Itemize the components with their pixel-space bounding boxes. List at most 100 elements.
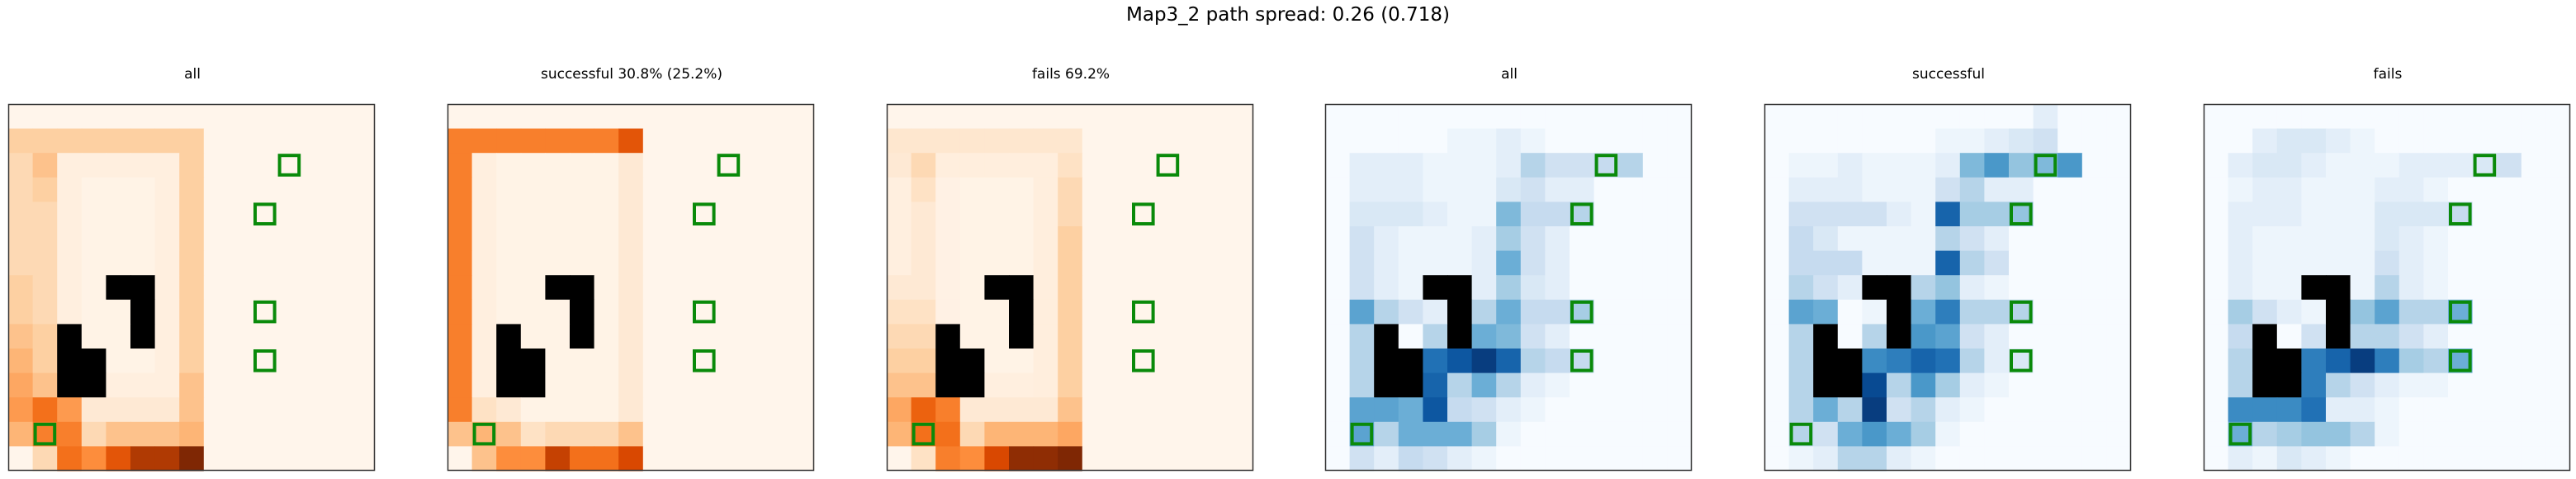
heatmap-cell (57, 128, 83, 154)
heatmap-cell (1496, 299, 1522, 325)
heatmap-cell (1862, 372, 1887, 398)
heatmap-cell (2350, 446, 2375, 472)
heatmap-cell (2350, 128, 2375, 154)
heatmap-cell (618, 446, 644, 472)
heatmap-cell (2326, 226, 2351, 252)
heatmap-cell (2081, 104, 2107, 130)
heatmap-cell (2448, 421, 2474, 447)
heatmap-cell (1618, 226, 1644, 252)
obstacle-cell (130, 275, 156, 301)
heatmap-cell (228, 372, 253, 398)
heatmap-cell (1959, 372, 1985, 398)
heatmap-cell (1204, 275, 1229, 301)
heatmap-cell (1837, 177, 1863, 202)
heatmap-cell (57, 397, 83, 423)
heatmap-cell (1349, 202, 1375, 227)
heatmap-cell (106, 128, 131, 154)
heatmap-cell (2326, 202, 2351, 227)
heatmap-cell (32, 177, 58, 202)
heatmap-cell (1813, 153, 1839, 178)
heatmap-cell (1788, 275, 1814, 301)
heatmap-cell (2228, 104, 2253, 130)
heatmap-cell (203, 299, 229, 325)
heatmap-cell (1935, 324, 1961, 349)
heatmap-cell (130, 446, 156, 472)
heatmap-cell (325, 275, 351, 301)
heatmap-cell (1058, 349, 1083, 374)
heatmap-cell (2472, 226, 2498, 252)
heatmap-cell (1131, 275, 1157, 301)
heatmap-cell (2033, 299, 2058, 325)
obstacle-cell (1009, 299, 1035, 325)
heatmap-cell (301, 153, 327, 178)
heatmap-cell (1618, 177, 1644, 202)
obstacle-cell (1887, 275, 1912, 301)
heatmap-cell (2472, 421, 2498, 447)
heatmap-cell (741, 177, 766, 202)
target-marker (912, 422, 935, 446)
heatmap-cell (277, 128, 302, 154)
heatmap-cell (1033, 324, 1058, 349)
heatmap-cell (594, 324, 619, 349)
heatmap-cell (2228, 177, 2253, 202)
heatmap-cell (1520, 324, 1546, 349)
heatmap-cell (789, 177, 815, 202)
heatmap-cell (959, 177, 985, 202)
heatmap-cell (1984, 421, 2010, 447)
heatmap-cell (301, 299, 327, 325)
heatmap-cell (2106, 446, 2132, 472)
heatmap-cell (2375, 128, 2400, 154)
obstacle-cell (2301, 275, 2327, 301)
heatmap-cell (520, 202, 546, 227)
heatmap-cell (1813, 446, 1839, 472)
heatmap-cell (1229, 324, 1254, 349)
heatmap-cell (911, 104, 936, 130)
heatmap-cell (1764, 275, 1790, 301)
heatmap-cell (471, 446, 497, 472)
heatmap-cell (765, 128, 790, 154)
heatmap-cell (2448, 275, 2474, 301)
heatmap-cell (2228, 349, 2253, 374)
target-marker (33, 422, 57, 446)
heatmap-cell (2472, 177, 2498, 202)
heatmap-cell (32, 299, 58, 325)
heatmap-cell (32, 372, 58, 398)
panel-title-3: fails 69.2% (1031, 66, 1110, 83)
panel-title-5: successful (1912, 66, 1985, 83)
heatmap-cell (2057, 421, 2083, 447)
heatmap-cell (1959, 324, 1985, 349)
heatmap-cell (471, 372, 497, 398)
heatmap-cell (887, 324, 912, 349)
heatmap-cell (765, 153, 790, 178)
heatmap-cell (2204, 202, 2229, 227)
heatmap-cell (1155, 177, 1181, 202)
obstacle-cell (57, 349, 83, 374)
heatmap-cell (179, 421, 205, 447)
heatmap-cell (594, 153, 619, 178)
obstacle-cell (1813, 324, 1839, 349)
heatmap-cell (716, 177, 741, 202)
heatmap-cell (325, 177, 351, 202)
heatmap-cell (1325, 153, 1351, 178)
heatmap-cell (618, 421, 644, 447)
target-marker (1570, 202, 1593, 226)
heatmap-cell (1033, 104, 1058, 130)
heatmap-cell (1229, 104, 1254, 130)
heatmap-cell (154, 324, 180, 349)
heatmap-cell (1887, 421, 1912, 447)
heatmap-cell (2057, 153, 2083, 178)
heatmap-cell (81, 104, 107, 130)
heatmap-cell (1764, 324, 1790, 349)
heatmap-cell (642, 250, 668, 276)
heatmap-cell (545, 299, 571, 325)
heatmap-cell (1642, 397, 1668, 423)
heatmap-cell (2448, 397, 2474, 423)
heatmap-cell (106, 153, 131, 178)
heatmap-cell (130, 372, 156, 398)
heatmap-cell (984, 372, 1010, 398)
heatmap-cell (1496, 397, 1522, 423)
heatmap-cell (1349, 226, 1375, 252)
heatmap-cell (2228, 202, 2253, 227)
heatmap-cell (642, 372, 668, 398)
heatmap-cell (545, 324, 571, 349)
